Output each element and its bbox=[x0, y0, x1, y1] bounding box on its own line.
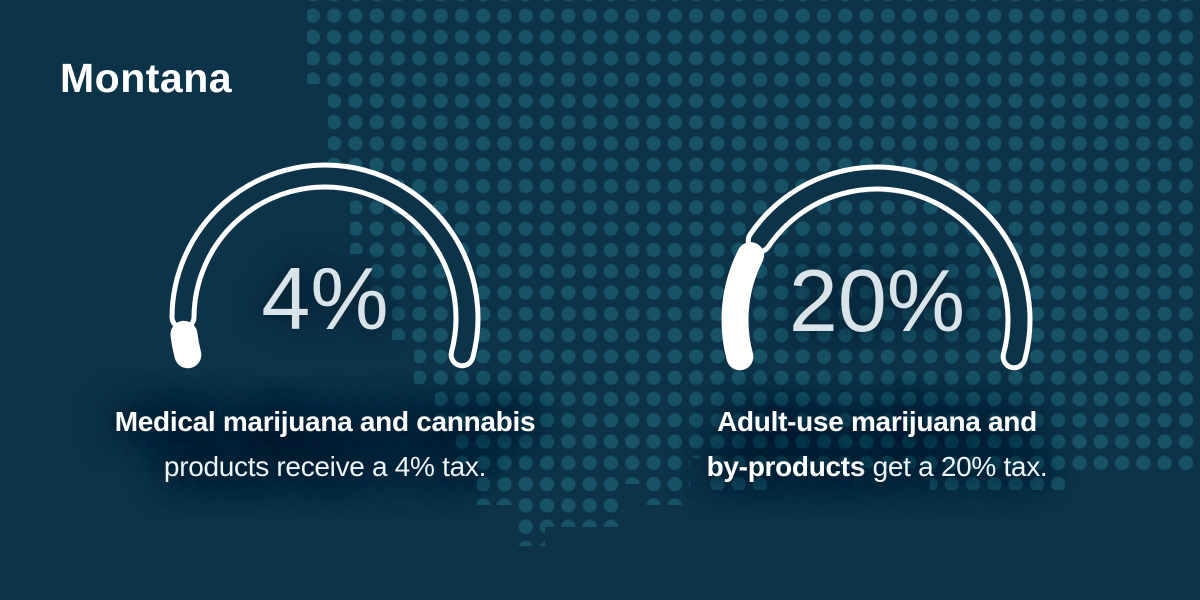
gauge-fill-arc bbox=[170, 320, 202, 369]
gauge-arc-svg bbox=[721, 164, 1033, 371]
medical-tax-gauge: 4% bbox=[165, 158, 485, 478]
caption-line-1: Adult-use marijuana and bbox=[627, 406, 1127, 438]
gauge-value: 20% bbox=[788, 251, 966, 350]
gauge-track-inner bbox=[174, 167, 476, 364]
adult-use-tax-gauge: 20% bbox=[717, 160, 1037, 480]
page-title: Montana bbox=[60, 55, 233, 101]
caption-line-2: by-products get a 20% tax. bbox=[627, 451, 1127, 483]
gauge-fill-arc bbox=[721, 242, 764, 371]
caption-regular-text: get a 20% tax. bbox=[865, 451, 1048, 482]
caption-bold-text: by-products bbox=[706, 451, 866, 482]
medical-tax-caption: Medical marijuana and cannabis products … bbox=[75, 406, 575, 483]
caption-regular-text: products receive a 4% tax. bbox=[163, 451, 487, 482]
gauge-arc-svg bbox=[169, 162, 481, 369]
caption-line-1: Medical marijuana and cannabis bbox=[75, 406, 575, 438]
gauge-track-inner bbox=[750, 169, 1028, 366]
caption-bold-text: Adult-use marijuana and bbox=[717, 406, 1037, 437]
adult-use-tax-caption: Adult-use marijuana and by-products get … bbox=[627, 406, 1127, 483]
gauge-value: 4% bbox=[261, 249, 389, 348]
caption-bold-text: Medical marijuana and cannabis bbox=[114, 406, 536, 437]
caption-line-2: products receive a 4% tax. bbox=[75, 451, 575, 483]
